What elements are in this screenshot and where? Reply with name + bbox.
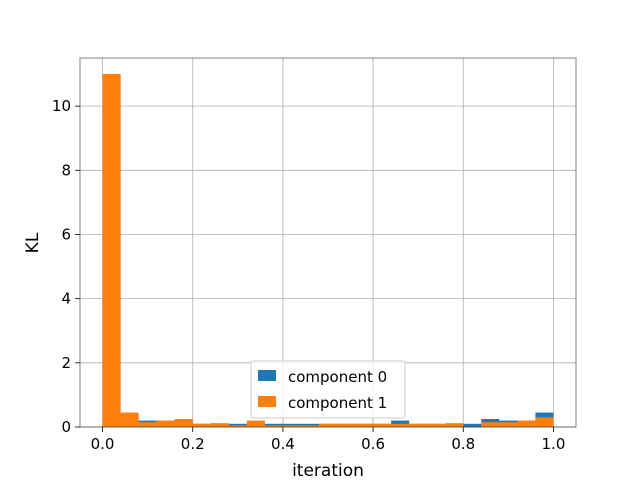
legend-swatch-component-1 — [258, 396, 276, 407]
x-axis-ticks: 0.0 0.2 0.4 0.6 0.8 1.0 — [91, 427, 566, 453]
bar — [373, 423, 392, 427]
bar — [246, 420, 265, 427]
bar — [264, 423, 283, 427]
bar — [300, 425, 319, 427]
bar — [318, 423, 338, 427]
bar — [463, 423, 482, 427]
bar — [282, 425, 301, 427]
bar — [120, 412, 139, 427]
bar — [337, 423, 356, 427]
bar — [427, 423, 446, 427]
bar — [174, 418, 193, 427]
y-axis-ticks: 0 2 4 6 8 10 — [52, 97, 80, 436]
legend-label-component-0: component 0 — [288, 368, 387, 386]
x-tick-label: 1.0 — [542, 435, 566, 453]
plot-area-frame — [79, 57, 577, 428]
bar — [409, 423, 428, 427]
x-tick-label: 0.4 — [271, 435, 295, 453]
bar — [228, 425, 247, 427]
bar — [282, 423, 301, 427]
x-tick-label: 0.2 — [181, 435, 205, 453]
y-tick-label: 10 — [52, 97, 71, 115]
y-tick-label: 4 — [61, 290, 71, 308]
legend: component 0 component 1 — [250, 360, 406, 419]
legend-label-component-1: component 1 — [288, 394, 387, 412]
bar — [264, 425, 283, 427]
x-tick-label: 0.6 — [361, 435, 385, 453]
x-tick-label: 0.0 — [91, 435, 115, 453]
bar — [102, 74, 121, 427]
x-tick-label: 0.8 — [451, 435, 475, 453]
y-tick-label: 6 — [61, 225, 71, 243]
bar — [138, 422, 157, 427]
bar — [535, 417, 554, 427]
y-tick-label: 8 — [61, 161, 71, 179]
x-axis-label: iteration — [292, 461, 364, 480]
bar — [517, 420, 536, 427]
bar — [391, 423, 410, 427]
bar — [192, 423, 211, 427]
bar — [445, 423, 464, 427]
bar — [228, 423, 247, 427]
legend-box — [250, 360, 406, 419]
bar — [300, 423, 319, 427]
y-axis-label: KL — [23, 232, 43, 253]
bar — [156, 420, 175, 427]
y-tick-label: 2 — [61, 354, 71, 372]
y-tick-label: 0 — [61, 418, 71, 436]
histogram-bars — [102, 74, 554, 427]
bar — [499, 422, 518, 427]
bar — [210, 423, 229, 427]
legend-swatch-component-0 — [258, 370, 276, 381]
series-1-bars — [102, 74, 554, 427]
bar — [355, 423, 374, 427]
bar — [481, 422, 500, 427]
